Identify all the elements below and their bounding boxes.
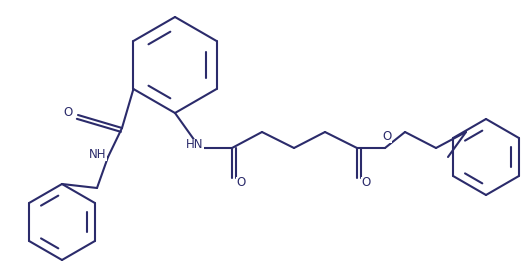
Text: HN: HN bbox=[186, 139, 204, 151]
Text: NH: NH bbox=[89, 147, 107, 160]
Text: O: O bbox=[382, 129, 392, 143]
Text: O: O bbox=[361, 176, 371, 190]
Text: O: O bbox=[63, 107, 73, 120]
Text: O: O bbox=[236, 176, 246, 190]
